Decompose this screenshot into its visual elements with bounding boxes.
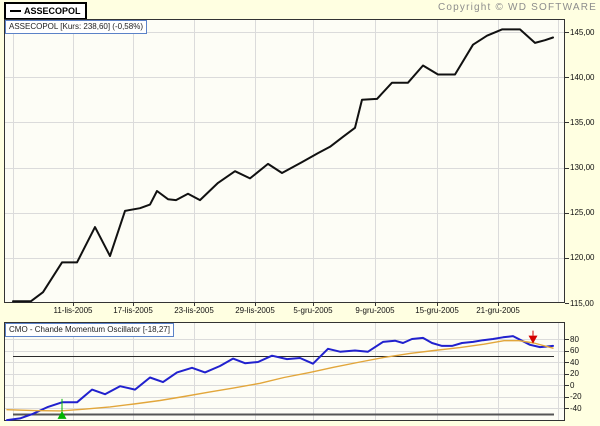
x-axis-tick-label: 11-lis-2005 [53, 306, 93, 315]
y-axis-tick-mark [565, 122, 569, 123]
y-axis-tick-mark [565, 397, 569, 398]
y-axis-tick-label: 80 [570, 335, 579, 344]
cmo-line [6, 335, 554, 421]
x-axis-tick-label: 15-gru-2005 [415, 306, 459, 315]
y-axis-tick-mark [565, 213, 569, 214]
y-axis-tick-mark [565, 168, 569, 169]
price-x-axis: 11-lis-2005 17-lis-2005 23-lis-2005 29-lis-… [0, 303, 600, 319]
y-axis-tick-label: 20 [570, 369, 579, 378]
legend-label: ASSECOPOL [24, 5, 81, 16]
sell-signal-triangle-down-icon [528, 335, 538, 344]
cmo-y-axis: 80 60 40 20 0 -20 -40 [565, 322, 599, 421]
price-chart-canvas[interactable] [4, 19, 565, 303]
instrument-legend[interactable]: ASSECOPOL [4, 2, 87, 20]
x-axis-tick-label: 5-gru-2005 [293, 306, 333, 315]
y-axis-tick-mark [565, 339, 569, 340]
x-axis-tick-mark [437, 303, 438, 306]
y-axis-tick-label: 135,00 [570, 118, 595, 127]
x-axis-tick-label: 17-lis-2005 [113, 306, 153, 315]
x-axis-tick-mark [255, 303, 256, 306]
y-axis-tick-label: 120,00 [570, 253, 595, 262]
y-axis-tick-mark [565, 351, 569, 352]
x-axis-tick-mark [73, 303, 74, 306]
y-axis-tick-mark [565, 362, 569, 363]
y-axis-tick-label: 140,00 [570, 73, 595, 82]
x-axis-tick-label: 9-gru-2005 [355, 306, 395, 315]
price-chart-title: ASSECOPOL [Kurs: 238,60] (-0,58%) [5, 20, 147, 35]
y-axis-tick-mark [565, 258, 569, 259]
cmo-indicator-title: CMO - Chande Momentum Oscillator [-18,27… [5, 323, 174, 338]
copyright-text: Copyright © WD SOFTWARE [437, 2, 597, 13]
y-axis-tick-mark [565, 374, 569, 375]
plot-area [4, 322, 565, 421]
y-axis-tick-mark [565, 303, 569, 304]
y-axis-tick-label: 0 [570, 381, 575, 390]
x-axis-tick-mark [375, 303, 376, 306]
y-axis-tick-mark [565, 77, 569, 78]
y-axis-tick-label: 40 [570, 358, 579, 367]
y-axis-tick-label: 125,00 [570, 208, 595, 217]
x-axis-tick-label: 21-gru-2005 [476, 306, 520, 315]
x-axis-tick-mark [498, 303, 499, 306]
x-axis-tick-mark [313, 303, 314, 306]
y-axis-tick-label: 130,00 [570, 163, 595, 172]
y-axis-tick-label: -20 [570, 392, 582, 401]
y-axis-tick-mark [565, 32, 569, 33]
y-axis-tick-label: 60 [570, 346, 579, 355]
line-sample-icon [10, 10, 21, 12]
x-axis-tick-mark [194, 303, 195, 306]
x-axis-tick-label: 29-lis-2005 [235, 306, 275, 315]
y-axis-tick-mark [565, 408, 569, 409]
y-axis-tick-mark [565, 385, 569, 386]
x-axis-tick-label: 23-lis-2005 [174, 306, 214, 315]
y-axis-tick-label: 145,00 [570, 28, 595, 37]
x-axis-tick-mark [133, 303, 134, 306]
y-axis-tick-label: 115,00 [570, 299, 594, 308]
price-y-axis: 145,00 140,00 135,00 130,00 125,00 120,00 115,… [565, 19, 599, 308]
cmo-indicator-panel: CMO - Chande Momentum Oscillator [-18,27… [4, 322, 565, 421]
cmo-chart-canvas[interactable] [4, 322, 565, 421]
y-axis-tick-label: -40 [570, 404, 582, 413]
buy-signal-triangle-up-icon [57, 410, 67, 419]
assecopol-line [12, 28, 554, 303]
cmo-average-line [6, 340, 554, 412]
plot-area [4, 19, 565, 303]
price-chart-panel: ASSECOPOL [Kurs: 238,60] (-0,58%) [4, 19, 565, 303]
